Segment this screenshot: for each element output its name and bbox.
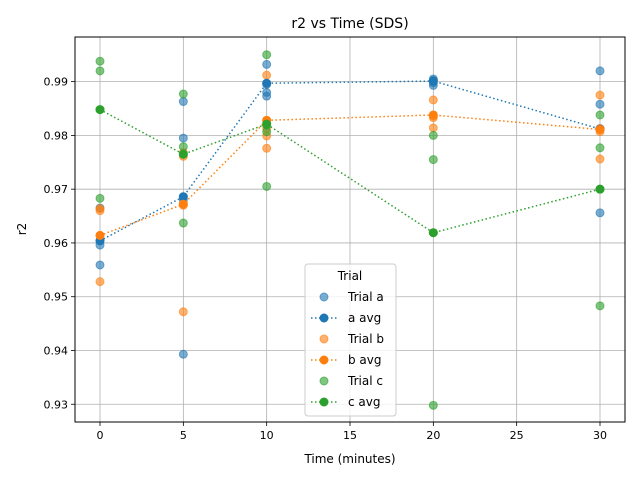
y-tick-label: 0.95 xyxy=(44,291,69,304)
trial_c-point xyxy=(95,193,105,203)
trial_b-point xyxy=(595,90,605,100)
trial_c-point xyxy=(595,301,605,311)
x-tick-label: 25 xyxy=(510,429,524,442)
legend-label-trial_b: Trial b xyxy=(347,332,384,346)
legend-box xyxy=(304,263,397,417)
plot-frame xyxy=(74,36,626,423)
trial_b-point xyxy=(262,143,272,153)
x-tick-label: 30 xyxy=(593,429,607,442)
legend-marker-trial_a xyxy=(319,292,329,302)
trial_b-point xyxy=(428,123,438,133)
trial_b-point xyxy=(428,95,438,105)
trial_c-point xyxy=(178,142,188,152)
trial_b-point xyxy=(178,307,188,317)
trial_c-point xyxy=(428,155,438,165)
y-tick-label: 0.94 xyxy=(44,344,69,357)
trial_b-point xyxy=(95,204,105,214)
trial_b-point xyxy=(595,154,605,164)
trial_a-point xyxy=(595,99,605,109)
avg_a-marker xyxy=(428,76,438,86)
avg_c-marker xyxy=(428,228,438,238)
avg_a-marker xyxy=(178,192,188,202)
trial_a-point xyxy=(95,260,105,270)
trial_c-point xyxy=(428,130,438,140)
avg_a-marker xyxy=(262,78,272,88)
trial_c-point xyxy=(178,218,188,228)
avg_c-marker xyxy=(95,105,105,115)
chart-title: r2 vs Time (SDS) xyxy=(291,16,408,32)
x-tick-label: 10 xyxy=(260,429,274,442)
trial_a-point xyxy=(178,133,188,143)
legend-label-trial_c: Trial c xyxy=(347,374,383,388)
x-tick-label: 20 xyxy=(426,429,440,442)
x-axis-title: Time (minutes) xyxy=(303,452,395,466)
y-tick-label: 0.99 xyxy=(44,76,69,89)
x-tick-label: 0 xyxy=(97,429,104,442)
legend-label-trial_a: Trial a xyxy=(347,290,384,304)
trial_c-point xyxy=(595,143,605,153)
legend-marker-trial_b xyxy=(319,334,329,344)
trial_c-point xyxy=(262,50,272,60)
trial_a-point xyxy=(262,59,272,69)
trial_c-point xyxy=(178,89,188,99)
x-tick-label: 15 xyxy=(343,429,357,442)
trial_b-point xyxy=(262,70,272,80)
y-tick-label: 0.96 xyxy=(44,237,69,250)
legend-marker-avg_a xyxy=(319,313,329,323)
y-tick-label: 0.98 xyxy=(44,129,69,142)
series-layer xyxy=(95,50,605,410)
avg_b-marker xyxy=(178,199,188,209)
avg_c-marker xyxy=(262,119,272,129)
avg_b-marker xyxy=(428,110,438,120)
trial_b-point xyxy=(95,277,105,287)
legend: Trial Trial a a avg Trial b b avg Trial c c a… xyxy=(304,263,397,417)
trial_c-point xyxy=(595,110,605,120)
trial_c-point xyxy=(95,66,105,76)
trial_c-point xyxy=(428,400,438,410)
trial_a-point xyxy=(262,87,272,97)
trial_c-point xyxy=(95,56,105,66)
legend-title: Trial xyxy=(337,269,363,283)
legend-label-avg_c: c avg xyxy=(348,395,380,409)
avg_c-marker xyxy=(595,184,605,194)
tick-layer: 0 5 10 15 20 25 30 0.93 0.94 0.95 0.96 0.97 0.98 0.99 xyxy=(44,76,608,442)
trial_a-point xyxy=(178,349,188,359)
y-tick-label: 0.93 xyxy=(44,398,69,411)
legend-label-avg_b: b avg xyxy=(348,353,382,367)
y-tick-label: 0.97 xyxy=(44,183,69,196)
avg_b-marker xyxy=(95,230,105,240)
legend-marker-avg_c xyxy=(319,397,329,407)
trial_a-point xyxy=(595,208,605,218)
legend-label-avg_a: a avg xyxy=(348,311,381,325)
y-axis-title: r2 xyxy=(15,223,29,236)
avg_b-marker xyxy=(595,124,605,134)
avg_c-marker xyxy=(178,149,188,159)
x-tick-label: 5 xyxy=(180,429,187,442)
trial_c-point xyxy=(262,181,272,191)
trial_a-point xyxy=(595,66,605,76)
trial_a-point xyxy=(178,97,188,107)
legend-marker-avg_b xyxy=(319,355,329,365)
legend-marker-trial_c xyxy=(319,376,329,386)
